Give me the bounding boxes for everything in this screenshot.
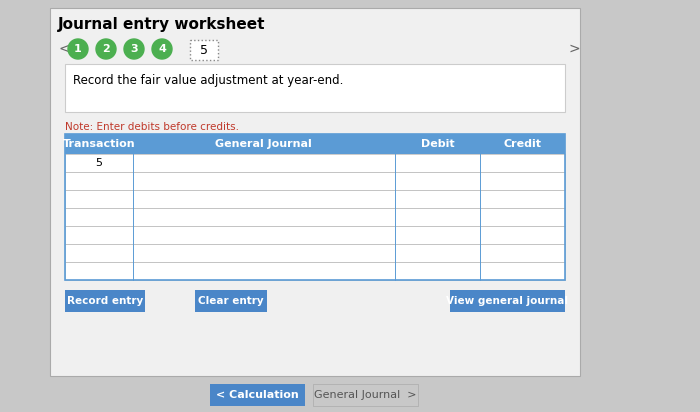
Text: Journal entry worksheet: Journal entry worksheet (58, 16, 265, 31)
Circle shape (68, 39, 88, 59)
Bar (65, 64, 565, 112)
Text: 2: 2 (102, 44, 110, 54)
Text: 3: 3 (130, 44, 138, 54)
Circle shape (124, 39, 144, 59)
Bar (65, 226, 565, 244)
Bar (65, 290, 145, 312)
Bar (190, 40, 218, 60)
Text: Credit: Credit (503, 139, 542, 149)
Text: General Journal  >: General Journal > (314, 390, 416, 400)
Bar (313, 384, 418, 406)
Bar (65, 134, 565, 154)
Bar (65, 172, 565, 190)
Bar (450, 290, 565, 312)
Bar (65, 134, 565, 280)
Bar (65, 262, 565, 280)
Text: 4: 4 (158, 44, 166, 54)
Text: Note: Enter debits before credits.: Note: Enter debits before credits. (65, 122, 239, 132)
Bar (195, 290, 267, 312)
Text: Debit: Debit (421, 139, 454, 149)
Text: Record the fair value adjustment at year-end.: Record the fair value adjustment at year… (73, 74, 344, 87)
Text: 1: 1 (74, 44, 82, 54)
Text: < Calculation: < Calculation (216, 390, 299, 400)
Text: View general journal: View general journal (447, 296, 568, 306)
Circle shape (152, 39, 172, 59)
Text: General Journal: General Journal (216, 139, 312, 149)
Bar (65, 208, 565, 226)
Text: <: < (58, 42, 69, 56)
Circle shape (96, 39, 116, 59)
Text: >: > (568, 42, 580, 56)
Bar (50, 8, 580, 376)
Bar (210, 384, 305, 406)
Text: Record entry: Record entry (67, 296, 143, 306)
Bar (65, 154, 565, 172)
Bar (65, 244, 565, 262)
Bar (65, 190, 565, 208)
Text: 5: 5 (200, 44, 208, 56)
Text: 5: 5 (95, 158, 102, 168)
Text: Clear entry: Clear entry (198, 296, 264, 306)
Text: Transaction: Transaction (62, 139, 135, 149)
